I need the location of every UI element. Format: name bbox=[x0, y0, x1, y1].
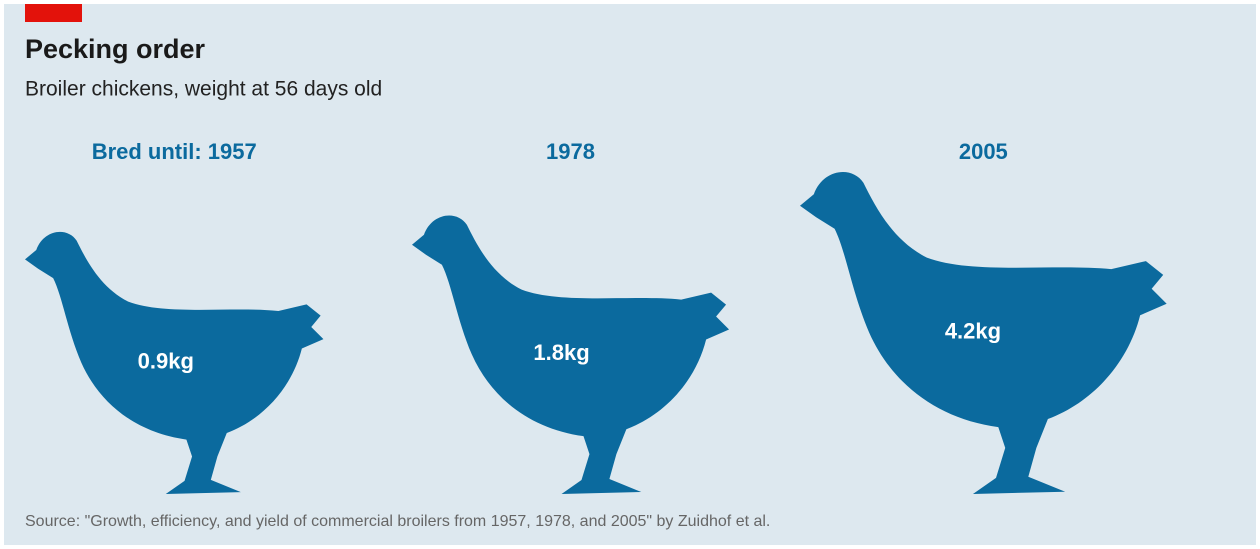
value-label: 0.9kg bbox=[138, 348, 194, 373]
category-label: 2005 bbox=[959, 139, 1008, 164]
value-label: 4.2kg bbox=[945, 318, 1001, 343]
red-tag bbox=[25, 4, 82, 22]
page: Pecking order Broiler chickens, weight a… bbox=[0, 0, 1260, 549]
chart: Pecking order Broiler chickens, weight a… bbox=[0, 0, 1260, 549]
source-note: Source: "Growth, efficiency, and yield o… bbox=[25, 513, 770, 530]
chart-title: Pecking order bbox=[25, 34, 206, 64]
chart-subtitle: Broiler chickens, weight at 56 days old bbox=[25, 78, 382, 101]
value-label: 1.8kg bbox=[533, 340, 589, 365]
category-label: 1978 bbox=[546, 139, 595, 164]
category-label: Bred until: 1957 bbox=[92, 139, 257, 164]
